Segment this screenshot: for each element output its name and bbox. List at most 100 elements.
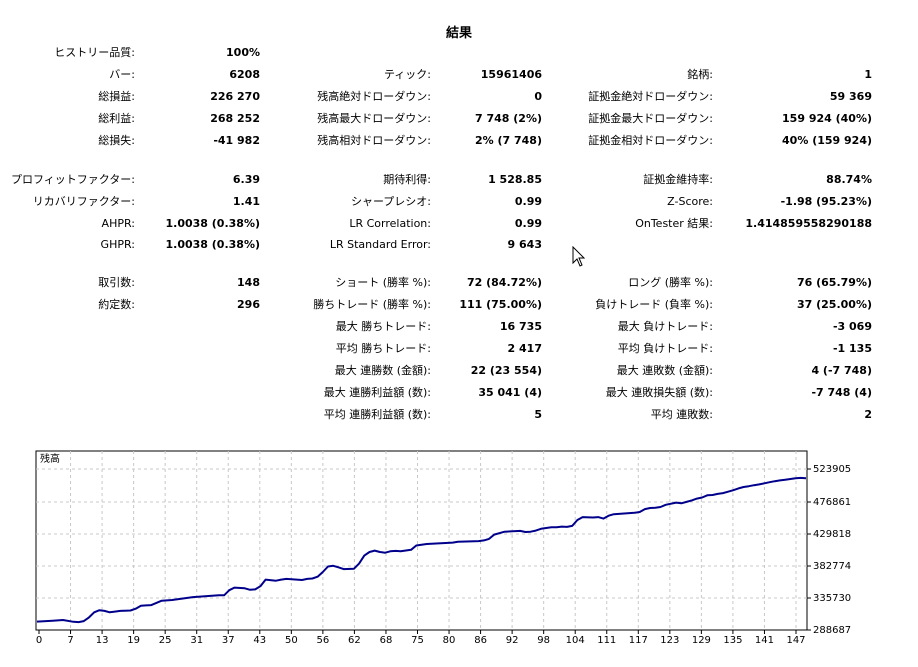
stat-label-equity-dd-abs: 証拠金絶対ドローダウン: (588, 90, 713, 103)
stat-label-equity-dd-rel: 証拠金相対ドローダウン: (588, 134, 713, 147)
x-tick-label: 123 (660, 635, 679, 646)
stat-label-balance-dd-max: 残高最大ドローダウン: (317, 112, 431, 125)
stat-value-equity-dd-abs: 59 369 (829, 90, 872, 103)
balance-series-line (36, 476, 807, 624)
stat-label-ontester: OnTester 結果: (635, 217, 713, 230)
x-tick-label: 56 (317, 635, 330, 646)
stat-value-margin-level: 88.74% (826, 173, 872, 186)
x-tick-label: 147 (786, 635, 805, 646)
stat-label-max-consec-loss: 最大 連敗損失額 (数): (605, 386, 713, 399)
x-tick-label: 7 (67, 635, 73, 646)
stat-value-sharpe-ratio: 0.99 (514, 195, 542, 208)
stat-label-history-quality: ヒストリー品質: (54, 46, 135, 59)
stat-value-lr-correlation: 0.99 (514, 217, 542, 230)
stat-value-max-consec-loss: -7 748 (4) (811, 386, 872, 399)
stat-value-avg-profit: 2 417 (507, 342, 542, 355)
stat-value-max-consec-profit: 35 041 (4) (478, 386, 542, 399)
stat-label-profit-trades: 勝ちトレード (勝率 %): (313, 298, 431, 311)
stat-value-ghpr: 1.0038 (0.38%) (165, 238, 261, 251)
stat-label-symbols: 銘柄: (687, 68, 713, 81)
chart-title: 残高 (40, 452, 60, 465)
stat-label-z-score: Z-Score: (667, 195, 713, 208)
x-tick-label: 80 (443, 635, 456, 646)
stat-label-max-consec-wins: 最大 連勝数 (金額): (334, 364, 431, 377)
stat-label-bars: バー: (109, 68, 135, 81)
x-tick-label: 68 (380, 635, 393, 646)
report-title: 結果 (445, 26, 472, 41)
x-tick-label: 13 (96, 635, 109, 646)
stat-label-largest-loss: 最大 負けトレード: (617, 320, 713, 333)
stat-label-balance-dd-rel: 残高相対ドローダウン: (317, 134, 431, 147)
stat-label-short-trades: ショート (勝率 %): (335, 276, 431, 289)
x-tick-label: 86 (474, 635, 487, 646)
x-tick-label: 31 (190, 635, 203, 646)
x-tick-label: 104 (566, 635, 585, 646)
x-tick-label: 92 (506, 635, 519, 646)
stat-label-equity-dd-max: 証拠金最大ドローダウン: (588, 112, 713, 125)
stat-value-gross-profit: 268 252 (210, 112, 260, 125)
stat-value-total-net-profit: 226 270 (210, 90, 260, 103)
stat-value-z-score: -1.98 (95.23%) (780, 195, 872, 208)
x-tick-label: 98 (537, 635, 550, 646)
x-tick-label: 25 (159, 635, 172, 646)
stat-value-avg-consec-wins: 5 (534, 408, 542, 421)
stat-value-ontester: 1.414859558290188 (745, 217, 872, 230)
stat-value-history-quality: 100% (226, 46, 260, 59)
balance-chart-svg: 523905 476861 429818 382774 335730 288687 0 7 13… (35, 450, 851, 646)
x-tick-label: 43 (253, 635, 266, 646)
stat-value-largest-profit: 16 735 (499, 320, 542, 333)
x-tick-label: 135 (723, 635, 742, 646)
stat-value-avg-consec-losses: 2 (864, 408, 872, 421)
stat-label-ahpr: AHPR: (101, 217, 135, 230)
stat-label-profit-factor: プロフィットファクター: (10, 173, 135, 186)
stat-label-gross-loss: 総損失: (98, 134, 135, 147)
stat-value-loss-trades: 37 (25.00%) (796, 298, 872, 311)
mouse-cursor-icon (572, 245, 586, 271)
stat-label-expected-payoff: 期待利得: (383, 173, 431, 186)
stat-label-margin-level: 証拠金維持率: (643, 173, 713, 186)
stat-value-total-trades: 148 (237, 276, 260, 289)
stat-label-loss-trades: 負けトレード (負率 %): (595, 298, 713, 311)
stat-value-largest-loss: -3 069 (832, 320, 872, 333)
stat-value-max-consec-wins: 22 (23 554) (470, 364, 542, 377)
stat-label-total-net-profit: 総損益: (98, 90, 135, 103)
stat-label-gross-profit: 総利益: (98, 112, 135, 125)
stat-label-lr-std-error: LR Standard Error: (329, 238, 431, 251)
stat-label-avg-loss: 平均 負けトレード: (617, 342, 713, 355)
stat-label-ticks: ティック: (383, 68, 431, 81)
y-tick-label: 288687 (813, 625, 851, 636)
stat-value-expected-payoff: 1 528.85 (488, 173, 542, 186)
y-tick-label: 335730 (813, 593, 851, 604)
x-tick-label: 19 (127, 635, 140, 646)
stat-value-gross-loss: -41 982 (213, 134, 260, 147)
x-tick-label: 129 (692, 635, 711, 646)
stat-value-max-consec-losses: 4 (-7 748) (811, 364, 872, 377)
stat-value-balance-dd-rel: 2% (7 748) (474, 134, 542, 147)
stat-value-profit-factor: 6.39 (232, 173, 260, 186)
stat-label-balance-dd-abs: 残高絶対ドローダウン: (317, 90, 431, 103)
y-tick-label: 476861 (813, 497, 851, 508)
stat-value-ahpr: 1.0038 (0.38%) (165, 217, 261, 230)
stat-label-avg-profit: 平均 勝ちトレード: (335, 342, 431, 355)
stat-value-bars: 6208 (229, 68, 260, 81)
stat-value-equity-dd-max: 159 924 (40%) (782, 112, 872, 125)
stat-value-equity-dd-rel: 40% (159 924) (782, 134, 872, 147)
stat-label-ghpr: GHPR: (100, 238, 135, 251)
stat-label-total-deals: 約定数: (98, 298, 135, 311)
stat-value-total-deals: 296 (237, 298, 260, 311)
stat-value-long-trades: 76 (65.79%) (796, 276, 872, 289)
stat-value-balance-dd-max: 7 748 (2%) (474, 112, 542, 125)
y-tick-label: 523905 (813, 464, 851, 475)
chart-frame (35, 450, 808, 631)
x-tick-label: 37 (222, 635, 235, 646)
stat-label-lr-correlation: LR Correlation: (349, 217, 431, 230)
x-tick-label: 75 (411, 635, 424, 646)
stat-value-symbols: 1 (864, 68, 872, 81)
x-tick-label: 141 (755, 635, 774, 646)
balance-chart: 523905 476861 429818 382774 335730 288687 0 7 13… (0, 440, 918, 664)
stat-value-profit-trades: 111 (75.00%) (459, 298, 542, 311)
stat-value-avg-loss: -1 135 (832, 342, 872, 355)
stat-value-recovery-factor: 1.41 (232, 195, 260, 208)
stat-value-short-trades: 72 (84.72%) (466, 276, 542, 289)
stat-label-long-trades: ロング (勝率 %): (628, 276, 713, 289)
